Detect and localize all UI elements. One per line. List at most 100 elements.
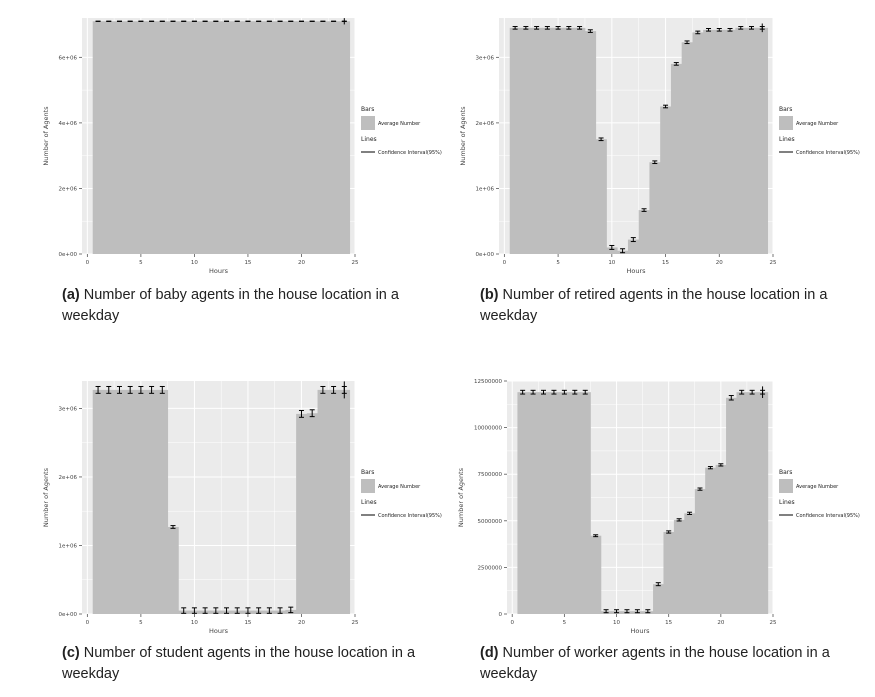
bar [338,389,351,614]
x-tick-label: 15 [244,620,251,626]
legend-lines-title: Lines [361,499,377,506]
y-tick-label: 5000000 [478,519,503,525]
x-axis-label: Hours [630,627,650,635]
bar [531,27,543,255]
legend-bar-label: Average Number [796,484,839,490]
legend-lines-title: Lines [779,136,795,143]
bar [317,389,329,614]
y-tick-label: 7500000 [478,472,503,478]
bar [724,29,736,254]
bar [517,392,529,614]
chart-panel-b: 0e+00 1e+06 2e+06 3e+06 0 5 10 15 20 25 Hours Numbe… [437,0,875,275]
bar [156,21,169,255]
bar [548,392,560,614]
y-axis-label: Number of Agents [459,106,467,166]
legend-lines-title: Lines [779,499,795,506]
caption-d-tag: (d) [480,645,499,661]
y-tick-label: 2e+06 [476,121,495,127]
y-tick-label: 3e+06 [59,406,78,412]
bar [509,27,521,255]
legend-bars-title: Bars [361,469,374,476]
bar [653,584,664,614]
x-tick-label: 25 [770,620,777,626]
y-tick-label: 12500000 [474,379,502,385]
legend-bars-title: Bars [779,106,792,113]
bar [746,392,758,614]
y-tick-label: 4e+06 [59,121,78,127]
legend-bars-title: Bars [361,106,374,113]
legend-bar-swatch [779,479,793,493]
x-axis-label: Hours [626,267,646,275]
y-tick-label: 1e+06 [59,543,78,549]
bar [584,31,597,254]
y-tick-label: 2e+06 [59,475,78,481]
bar [242,21,254,255]
y-axis-label: Number of Agents [457,467,465,527]
y-tick-label: 6e+06 [59,55,78,61]
chart-panel-d: 0 2500000 5000000 7500000 10000000 12500000 0 5… [437,358,875,635]
bar [713,29,726,254]
bar [189,21,201,255]
caption-b: (b) Number of retired agents in the hous… [480,285,870,327]
legend-bar-label: Average Number [796,121,839,127]
bar [649,162,661,254]
bar [124,21,136,255]
chart-svg-retired: 0e+00 1e+06 2e+06 3e+06 0 5 10 15 20 25 Hours Numbe… [459,18,860,275]
bar [541,27,554,255]
chart-svg-student: 0e+00 1e+06 2e+06 3e+06 0 5 10 15 20 25 Hours Numbe… [42,381,442,635]
chart-panel-a: 0e+00 2e+06 4e+06 6e+06 0 5 10 15 20 25 Hours Numbe… [0,0,442,275]
bar [199,21,211,255]
y-tick-label: 10000000 [474,426,502,432]
chart-svg-baby: 0e+00 2e+06 4e+06 6e+06 0 5 10 15 20 25 Hours Numbe… [42,18,442,275]
bar [146,389,158,614]
bar [520,27,532,255]
bar [285,21,297,255]
legend-line-label: Confidence Interval(95%) [378,150,442,156]
legend-lines-title: Lines [361,136,377,143]
x-tick-label: 10 [613,620,620,626]
bar [715,464,727,614]
x-tick-label: 5 [139,260,143,266]
bar [627,239,640,254]
y-tick-label: 0e+00 [59,252,78,258]
bar [178,21,190,255]
bar [103,389,115,614]
bar [670,63,683,255]
bar [736,392,748,614]
caption-c-tag: (c) [62,645,80,661]
x-tick-label: 0 [503,260,507,266]
bar [735,27,747,255]
legend-bar-swatch [779,116,793,130]
bar [563,27,575,255]
bar [673,519,685,614]
bar [221,21,233,255]
bar [595,139,607,254]
x-tick-label: 25 [352,620,359,626]
bar [274,21,286,255]
bar [569,392,581,614]
bar [638,210,650,254]
bar [580,392,591,614]
caption-b-tag: (b) [480,287,499,303]
y-tick-label: 0 [499,612,503,618]
x-tick-label: 20 [298,260,305,266]
legend-bar-label: Average Number [378,484,421,490]
bar [114,389,126,614]
x-tick-label: 5 [563,620,567,626]
bar [92,389,104,614]
caption-c-text: Number of student agents in the house lo… [62,645,416,682]
bar [527,392,539,614]
x-tick-label: 20 [717,620,724,626]
bar [756,27,769,255]
x-tick-label: 0 [510,620,514,626]
legend-line-label: Confidence Interval(95%) [378,513,442,519]
bar [590,535,602,614]
bar [703,29,715,254]
x-tick-label: 20 [716,260,723,266]
x-tick-label: 20 [298,620,305,626]
bar [705,467,717,614]
bar [156,389,169,614]
bar [694,489,706,614]
caption-d-text: Number of worker agents in the house loc… [480,645,830,682]
bar [231,21,243,255]
